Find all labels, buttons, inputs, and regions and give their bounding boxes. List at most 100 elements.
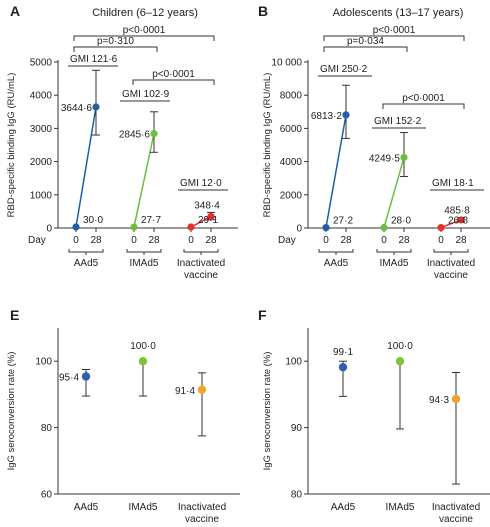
x-tick-label: 0 (323, 235, 329, 246)
y-tick-label: 4000 (30, 91, 53, 102)
value-label-day0: 26·8 (448, 216, 468, 227)
y-axis-label: IgG seroconversion rate (%) (262, 352, 273, 471)
series-line (325, 114, 347, 228)
series-line (75, 106, 97, 228)
y-tick-label: 2000 (30, 157, 53, 168)
group-label: Inactivated vaccine (427, 258, 475, 281)
pvalue-label: p<0·0001 (402, 93, 445, 104)
day-axis-label: Day (28, 235, 46, 246)
value-label-day28: 348·4 (194, 200, 220, 211)
y-tick-label: 60 (41, 490, 53, 501)
value-label-day0: 30·0 (83, 215, 103, 226)
pvalue-label: p=0·034 (347, 36, 384, 47)
data-point-day28 (150, 129, 158, 138)
category-label: Inactivated vaccine (178, 502, 226, 525)
series-line (190, 215, 212, 228)
data-point-day28 (457, 216, 465, 224)
data-point-day0 (130, 223, 138, 231)
y-tick-label: 6000 (280, 124, 303, 135)
y-tick-label: 10 000 (271, 58, 302, 69)
day-axis-label: Day (278, 235, 296, 246)
data-point-day0 (72, 223, 80, 231)
pvalue-label: p=0·310 (97, 36, 134, 47)
x-tick-label: 28 (455, 235, 467, 246)
rate-value-label: 99·1 (333, 347, 353, 358)
value-label-day0: 27·2 (333, 216, 353, 227)
y-tick-label: 80 (291, 490, 303, 501)
group-label: AAd5 (74, 258, 99, 269)
gmi-label: GMI 121·6 (70, 54, 118, 65)
group-brace (433, 249, 469, 255)
group-label: IMAd5 (380, 258, 409, 269)
value-label-day28: 4249·5 (369, 153, 401, 164)
data-point-day0 (437, 223, 445, 232)
group-label: Inactivated vaccine (177, 258, 225, 281)
x-tick-label: 0 (73, 235, 79, 246)
pvalue-bracket (382, 103, 465, 109)
data-point-day28 (92, 103, 100, 111)
data-point-day0 (187, 223, 195, 231)
pvalue-bracket (132, 79, 215, 85)
pvalue-bracket (73, 46, 158, 52)
rate-point (451, 394, 461, 404)
rate-point (138, 357, 148, 366)
y-tick-label: 80 (41, 423, 53, 434)
y-axis-label: IgG seroconversion rate (%) (6, 352, 17, 471)
x-tick-label: 28 (148, 235, 160, 246)
group-brace (126, 249, 162, 255)
data-point-day28 (400, 153, 408, 162)
value-label-day28: 485·8 (444, 206, 470, 217)
category-label: IMAd5 (386, 502, 415, 513)
category-label: AAd5 (331, 502, 356, 513)
value-label-day28: 6813·2 (311, 111, 343, 122)
category-label: AAd5 (74, 502, 99, 513)
value-label-day28: 3644·6 (61, 103, 93, 114)
gmi-label: GMI 250·2 (320, 64, 368, 75)
y-tick-label: 90 (291, 423, 303, 434)
y-tick-label: 0 (46, 224, 52, 235)
series-line (133, 133, 155, 228)
pvalue-bracket (323, 46, 408, 52)
x-tick-label: 0 (438, 235, 444, 246)
y-axis-label: RBD-specific binding IgG (RU/mL) (6, 73, 17, 218)
value-label-day0: 27·7 (141, 215, 161, 226)
group-brace (376, 249, 412, 255)
y-tick-label: 8000 (280, 91, 303, 102)
panel-label: F (258, 307, 267, 323)
category-label: Inactivated vaccine (432, 502, 480, 525)
y-tick-label: 2000 (280, 190, 303, 201)
x-tick-label: 0 (131, 235, 137, 246)
panel-title: Adolescents (13–17 years) (333, 7, 464, 19)
rate-point (395, 357, 405, 366)
value-label-day0: 29·1 (198, 215, 218, 226)
group-brace (318, 249, 354, 255)
rate-value-label: 95·4 (59, 372, 79, 383)
group-brace (183, 249, 219, 255)
x-tick-label: 0 (381, 235, 387, 246)
pvalue-label: p<0·0001 (123, 25, 166, 36)
value-label-day28: 2845·6 (119, 130, 151, 141)
value-label-day0: 28·0 (391, 216, 411, 227)
panel-title: Children (6–12 years) (92, 7, 198, 19)
panel-label: A (10, 3, 20, 19)
y-tick-label: 5000 (30, 58, 53, 69)
rate-value-label: 100·0 (387, 341, 413, 352)
x-tick-label: 28 (398, 235, 410, 246)
y-axis-label: RBD-specific binding IgG (RU/mL) (262, 73, 273, 218)
rate-value-label: 94·3 (429, 395, 449, 406)
x-tick-label: 28 (340, 235, 352, 246)
y-tick-label: 100 (285, 357, 302, 368)
group-brace (68, 249, 104, 255)
y-tick-label: 0 (296, 224, 302, 235)
data-point-day28 (207, 212, 215, 221)
x-tick-label: 0 (188, 235, 194, 246)
data-point-day0 (322, 223, 330, 232)
pvalue-bracket (323, 35, 465, 41)
y-tick-label: 4000 (280, 157, 303, 168)
group-label: AAd5 (324, 258, 349, 269)
y-tick-label: 100 (35, 357, 52, 368)
x-tick-label: 28 (205, 235, 217, 246)
rate-value-label: 91·4 (175, 386, 195, 397)
rate-point (338, 362, 348, 372)
x-tick-label: 28 (90, 235, 102, 246)
